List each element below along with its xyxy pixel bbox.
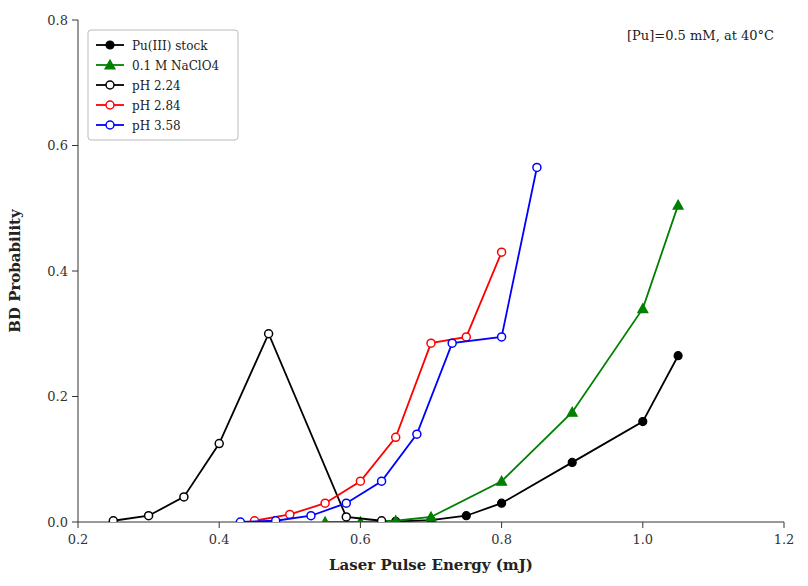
legend-box [88, 30, 238, 140]
point [236, 518, 244, 522]
point [265, 330, 273, 338]
series-line [255, 252, 502, 521]
legend-marker [106, 121, 114, 129]
point [215, 440, 223, 448]
y-tick [72, 522, 78, 523]
y-tick-label: 0.6 [47, 138, 68, 153]
chart: 0.20.40.60.81.01.20.00.20.40.60.8Laser P… [0, 0, 808, 586]
y-tick-label: 0.4 [47, 264, 68, 279]
y-tick [72, 145, 78, 146]
point [286, 510, 294, 518]
series [320, 200, 683, 522]
legend-label: pH 2.84 [132, 99, 181, 113]
point [567, 407, 577, 416]
series [392, 352, 682, 522]
y-tick-label: 0.0 [47, 515, 68, 530]
plot-area [109, 163, 683, 522]
y-tick [72, 396, 78, 397]
point [378, 517, 386, 522]
point [498, 248, 506, 256]
x-tick [784, 522, 785, 528]
legend: Pu(III) stock 0.1 M NaClO4 pH 2.24 pH 2.84 p… [88, 30, 238, 140]
x-tick-label: 1.2 [774, 532, 795, 547]
y-tick-label: 0.8 [47, 13, 68, 28]
point [427, 339, 435, 347]
point [426, 512, 436, 521]
point [320, 517, 330, 522]
point [673, 200, 683, 209]
legend-label: pH 3.58 [132, 119, 181, 133]
point [413, 430, 421, 438]
x-tick [501, 522, 502, 528]
x-tick-label: 0.2 [68, 532, 89, 547]
point [498, 333, 506, 341]
y-tick [72, 271, 78, 272]
point [272, 517, 280, 522]
y-axis-label: BD Probability [6, 208, 24, 333]
point [639, 418, 647, 426]
y-axis-line [78, 20, 79, 522]
point [356, 477, 364, 485]
legend-marker [106, 81, 114, 89]
point [462, 512, 470, 520]
x-tick-label: 1.0 [632, 532, 653, 547]
x-axis-label: Laser Pulse Energy (mJ) [329, 556, 533, 574]
legend-marker [105, 60, 115, 69]
point [307, 512, 315, 520]
x-tick [78, 522, 79, 528]
series [251, 248, 506, 522]
point [392, 433, 400, 441]
annotation: [Pu]=0.5 mM, at 40°C [627, 28, 774, 43]
legend-label: Pu(III) stock [132, 39, 208, 53]
point [462, 333, 470, 341]
x-tick-label: 0.6 [350, 532, 371, 547]
y-tick-label: 0.2 [47, 389, 68, 404]
series-line [240, 167, 537, 522]
point [568, 458, 576, 466]
point [391, 516, 401, 522]
series [236, 163, 541, 522]
x-tick-label: 0.8 [491, 532, 512, 547]
point [497, 476, 507, 485]
series-line [325, 205, 678, 522]
x-tick [642, 522, 643, 528]
background [0, 0, 808, 586]
legend-marker [106, 41, 114, 49]
point [342, 513, 350, 521]
x-tick [360, 522, 361, 528]
y-tick [72, 20, 78, 21]
point [180, 493, 188, 501]
point [145, 512, 153, 520]
point [321, 499, 329, 507]
series [109, 330, 385, 522]
x-tick-label: 0.4 [209, 532, 230, 547]
point [109, 517, 117, 522]
legend-label: 0.1 M NaClO4 [132, 59, 220, 73]
point [674, 352, 682, 360]
point [448, 339, 456, 347]
legend-marker [106, 101, 114, 109]
point [533, 163, 541, 171]
axes: 0.20.40.60.81.01.20.00.20.40.60.8 [47, 13, 794, 548]
point [498, 499, 506, 507]
point [638, 304, 648, 313]
point [342, 499, 350, 507]
x-tick [219, 522, 220, 528]
legend-label: pH 2.24 [132, 79, 181, 93]
point [378, 477, 386, 485]
